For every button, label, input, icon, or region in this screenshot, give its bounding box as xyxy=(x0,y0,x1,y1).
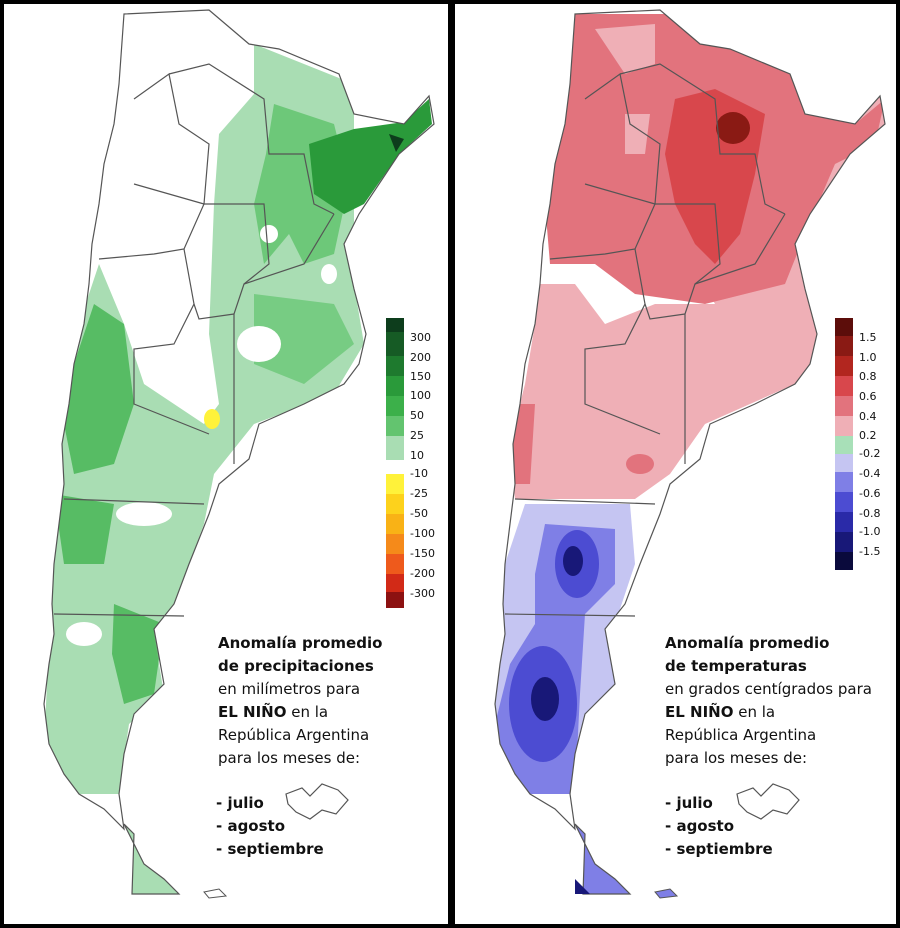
yellow-anomaly xyxy=(204,409,220,429)
legend-swatch xyxy=(835,532,853,552)
temperature-map-panel: 1.5 1.0 0.8 0.6 0.4 0.2 -0.2 -0.4 -0.6 -… xyxy=(455,4,896,924)
legend-tick: 200 xyxy=(410,351,431,364)
dark-green-region xyxy=(309,99,432,214)
legend-tick: 100 xyxy=(410,389,431,402)
legend-tick: 300 xyxy=(410,331,431,344)
month-item: - julio xyxy=(665,794,713,812)
legend-tick: 150 xyxy=(410,370,431,383)
caption-country: República Argentina xyxy=(218,726,370,744)
legend-tick: -0.4 xyxy=(859,467,881,480)
legend-tick: 0.2 xyxy=(859,429,877,442)
legend-tick: -10 xyxy=(410,467,428,480)
legend-swatch xyxy=(386,592,404,608)
legend-tick: -0.8 xyxy=(859,507,881,520)
month-item: - septiembre xyxy=(665,840,773,858)
precipitation-map-panel: 300 200 150 100 50 25 10 -10 -25 -50 -10… xyxy=(4,4,448,924)
legend-tick: -50 xyxy=(410,507,428,520)
green-region-patagonia xyxy=(54,494,114,564)
precipitation-months: - julio - agosto - septiembre xyxy=(216,792,324,861)
legend-swatch xyxy=(386,396,404,416)
caption-title-line1: Anomalía promedio xyxy=(218,634,383,652)
legend-swatch xyxy=(386,474,404,494)
month-item: - agosto xyxy=(216,817,286,835)
legend-tick: -0.2 xyxy=(859,447,881,460)
caption-event: EL NIÑO xyxy=(665,703,734,721)
caption-unit: en grados centígrados para xyxy=(665,680,872,698)
legend-swatch xyxy=(835,356,853,376)
legend-tick: 1.5 xyxy=(859,331,877,344)
legend-swatch xyxy=(386,494,404,514)
legend-swatch xyxy=(835,436,853,454)
green-region-andes xyxy=(64,304,134,474)
legend-tick: 25 xyxy=(410,429,424,442)
legend-swatch xyxy=(835,454,853,472)
legend-swatch xyxy=(386,356,404,376)
legend-tick: 0.6 xyxy=(859,390,877,403)
caption-unit: en milímetros para xyxy=(218,680,361,698)
caption-event-line: EL NIÑO en la xyxy=(665,701,872,724)
legend-swatch xyxy=(386,318,404,332)
legend-swatch xyxy=(835,318,853,336)
legend-swatch xyxy=(386,514,404,534)
caption-months-intro: para los meses de: xyxy=(218,749,361,767)
tierra-del-fuego xyxy=(123,823,181,895)
dark-red-core xyxy=(716,112,750,144)
caption-title-line2: de precipitaciones xyxy=(218,657,374,675)
legend-swatch xyxy=(386,332,404,356)
legend-swatch xyxy=(835,512,853,532)
legend-tick: -100 xyxy=(410,527,435,540)
caption-title-line1: Anomalía promedio xyxy=(665,634,830,652)
legend-swatch xyxy=(386,460,404,474)
green-region-south xyxy=(112,604,164,704)
caption-months-intro: para los meses de: xyxy=(665,749,808,767)
legend-swatch xyxy=(835,396,853,416)
precipitation-map xyxy=(43,9,435,899)
legend-swatch xyxy=(386,416,404,436)
month-item: - julio xyxy=(216,794,264,812)
legend-tick: 0.8 xyxy=(859,370,877,383)
temperature-months: - julio - agosto - septiembre xyxy=(665,792,773,861)
legend-tick: -300 xyxy=(410,587,435,600)
legend-tick: 1.0 xyxy=(859,351,877,364)
legend-swatch xyxy=(386,436,404,460)
caption-event-line: EL NIÑO en la xyxy=(218,701,382,724)
caption-event-suffix: en la xyxy=(733,703,776,721)
precipitation-legend: 300 200 150 100 50 25 10 -10 -25 -50 -10… xyxy=(386,318,435,608)
legend-swatch xyxy=(835,336,853,356)
legend-swatch xyxy=(386,376,404,396)
legend-swatch xyxy=(386,534,404,554)
month-item: - septiembre xyxy=(216,840,324,858)
temperature-caption: Anomalía promedio de temperaturas en gra… xyxy=(665,632,872,770)
legend-tick: -150 xyxy=(410,547,435,560)
legend-swatch xyxy=(386,554,404,574)
malvinas-islands xyxy=(736,783,800,820)
caption-event: EL NIÑO xyxy=(218,703,287,721)
legend-tick: -25 xyxy=(410,487,428,500)
darkest-green-region xyxy=(389,134,404,152)
legend-swatch xyxy=(835,492,853,512)
legend-swatch xyxy=(386,574,404,592)
legend-tick: 10 xyxy=(410,449,424,462)
legend-tick: -200 xyxy=(410,567,435,580)
temperature-legend: 1.5 1.0 0.8 0.6 0.4 0.2 -0.2 -0.4 -0.6 -… xyxy=(835,318,880,570)
tierra-del-fuego xyxy=(574,823,632,895)
legend-tick: 50 xyxy=(410,409,424,422)
legend-swatch xyxy=(835,416,853,436)
legend-swatch xyxy=(835,376,853,396)
malvinas-islands xyxy=(285,783,349,820)
legend-tick: -0.6 xyxy=(859,487,881,500)
caption-country: República Argentina xyxy=(665,726,817,744)
caption-event-suffix: en la xyxy=(286,703,329,721)
precipitation-caption: Anomalía promedio de precipitaciones en … xyxy=(218,632,382,770)
legend-tick: 0.4 xyxy=(859,410,877,423)
legend-swatch xyxy=(835,472,853,492)
legend-tick: -1.5 xyxy=(859,545,881,558)
caption-title-line2: de temperaturas xyxy=(665,657,807,675)
month-item: - agosto xyxy=(665,817,735,835)
green-region-east xyxy=(254,294,354,384)
temperature-map xyxy=(494,9,886,899)
legend-swatch xyxy=(835,552,853,570)
legend-tick: -1.0 xyxy=(859,525,881,538)
